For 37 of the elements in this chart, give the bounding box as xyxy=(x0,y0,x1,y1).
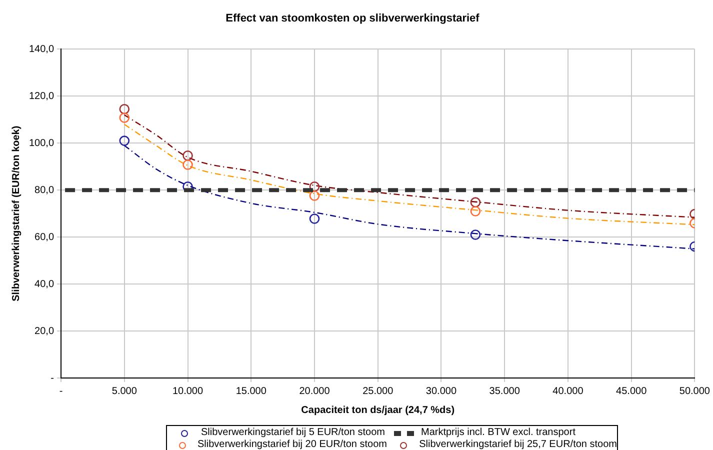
legend-label: Marktprijs incl. BTW excl. transport xyxy=(421,427,576,439)
legend-label: Slibverwerkingstarief bij 25,7 EUR/ton stoom xyxy=(419,439,617,450)
point xyxy=(182,160,193,170)
point xyxy=(119,136,130,146)
point xyxy=(309,190,320,201)
point xyxy=(119,104,130,114)
y-tick-label: 60,0 xyxy=(34,232,54,243)
point xyxy=(470,197,481,208)
x-tick-label: 15.000 xyxy=(236,386,267,397)
x-tick-label: 5.000 xyxy=(112,386,138,397)
y-axis-title: Slibverwerkingstarief (EUR/ton koek) xyxy=(10,126,22,302)
x-tick-label: - xyxy=(59,386,63,397)
y-tick-label: 100,0 xyxy=(28,138,54,149)
y-tick-label: 140,0 xyxy=(28,44,54,55)
x-tick-label: 20.000 xyxy=(299,386,330,397)
x-tick-label: 30.000 xyxy=(426,386,457,397)
point xyxy=(119,112,130,123)
x-axis-title: Capaciteit ton ds/jaar (24,7 %ds) xyxy=(301,404,455,416)
x-tick-label: 35.000 xyxy=(489,386,520,397)
point xyxy=(309,181,320,192)
chart-title: Effect van stoomkosten op slibverwerkingstarief xyxy=(226,12,480,25)
x-tick-label: 25.000 xyxy=(362,386,394,397)
y-tick-label: 20,0 xyxy=(34,326,54,337)
point xyxy=(309,214,320,224)
y-tick-label: 40,0 xyxy=(34,278,54,290)
x-tick-label: 40.000 xyxy=(552,386,584,397)
legend-label: Slibverwerkingstarief bij 5 EUR/ton stoom xyxy=(201,427,385,439)
x-tick-label: 45.000 xyxy=(616,386,648,397)
y-tick-label: 80,0 xyxy=(34,184,54,196)
y-tick-label: 120,0 xyxy=(28,90,54,102)
point xyxy=(182,150,193,161)
y-tick-label: - xyxy=(50,372,54,384)
legend-label: Slibverwerkingstarief bij 20 EUR/ton stoom xyxy=(197,439,387,450)
x-tick-label: 10.000 xyxy=(172,386,204,397)
point xyxy=(470,206,481,216)
point xyxy=(470,230,481,240)
x-tick-label: 50.000 xyxy=(679,386,710,397)
